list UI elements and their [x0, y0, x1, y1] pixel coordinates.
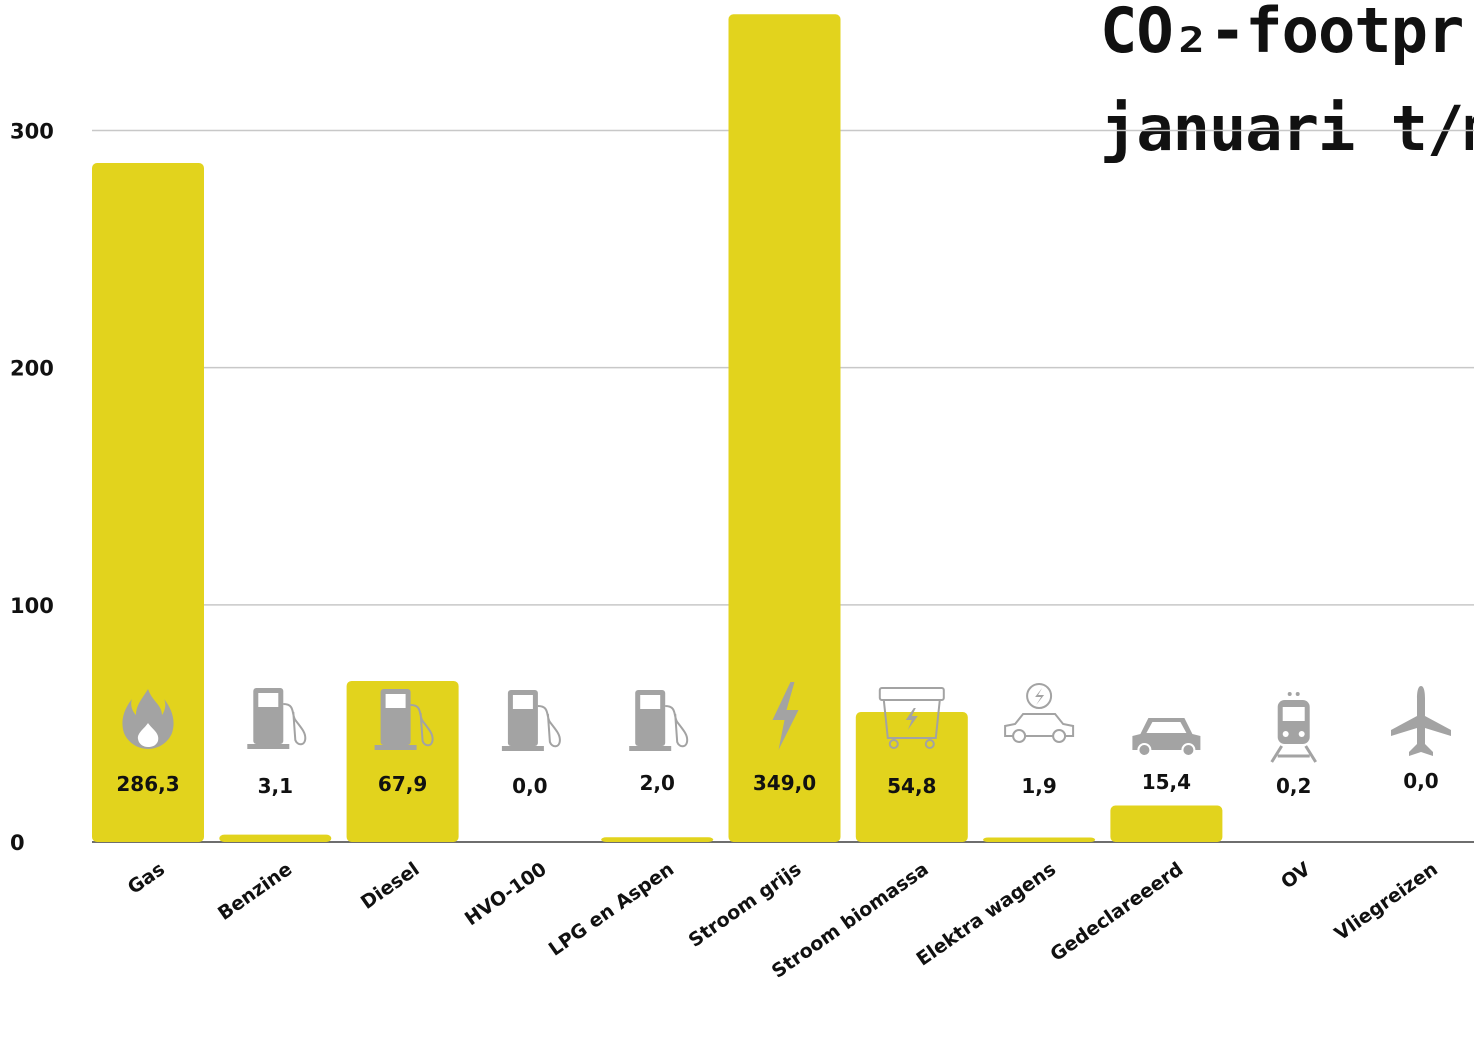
bar: [1110, 805, 1223, 842]
x-tick-label: Stroom grijs: [685, 858, 806, 952]
y-tick-label: 300: [10, 119, 54, 143]
bar: [92, 162, 204, 842]
category-icons: [122, 682, 1451, 763]
data-label: 3,1: [258, 774, 293, 798]
bar: [219, 834, 332, 842]
fuel-pump-icon: [501, 690, 561, 751]
data-labels: 286,3 3,1 67,9 0,0 2,0 349,0 54,8 1,9 15,4 0,2 0,0: [116, 769, 1438, 798]
electric-car-icon: [1004, 683, 1075, 743]
train-icon: [1270, 692, 1317, 763]
chart-title-line-2: januari t/m: [1100, 92, 1474, 165]
bar: [346, 680, 459, 842]
data-label: 0,0: [1403, 769, 1438, 793]
fuel-pump-icon: [247, 688, 307, 749]
car-icon: [1132, 718, 1201, 757]
x-tick-label: Benzine: [214, 858, 296, 925]
x-tick-label: Gedeclareeerd: [1046, 858, 1187, 966]
x-tick-label: Gas: [124, 858, 169, 899]
chart-title-line-1: CO₂-footpr: [1100, 0, 1464, 67]
data-label: 1,9: [1021, 774, 1056, 798]
x-tick-label: Elektra wagens: [913, 858, 1060, 970]
y-axis-ticks: 0 100 200 300: [10, 119, 54, 855]
x-tick-label: Vliegreizen: [1331, 858, 1442, 945]
fuel-pump-icon: [629, 690, 689, 751]
data-label: 2,0: [639, 771, 674, 795]
y-tick-label: 200: [10, 357, 54, 381]
waste-container-icon: [878, 687, 945, 749]
bar: [728, 14, 841, 843]
data-label: 0,0: [512, 774, 547, 798]
fuel-pump-icon: [374, 689, 434, 750]
x-tick-label: LPG en Aspen: [545, 858, 678, 961]
bar: [983, 837, 1096, 842]
y-tick-label: 100: [10, 594, 54, 618]
bar: [855, 712, 968, 842]
x-tick-label: HVO-100: [461, 858, 551, 930]
lightning-icon: [772, 682, 799, 750]
data-label: 349,0: [753, 771, 816, 795]
bar: [601, 837, 714, 842]
data-label: 67,9: [378, 772, 427, 796]
y-tick-label: 0: [10, 831, 25, 855]
x-tick-label: Diesel: [357, 858, 424, 914]
data-label: 15,4: [1142, 770, 1191, 794]
bars: [92, 14, 1223, 843]
x-tick-label: OV: [1277, 858, 1315, 894]
airplane-icon: [1391, 686, 1451, 756]
flame-icon: [122, 689, 174, 749]
data-label: 54,8: [887, 774, 936, 798]
data-label: 286,3: [116, 772, 179, 796]
data-label: 0,2: [1276, 774, 1311, 798]
